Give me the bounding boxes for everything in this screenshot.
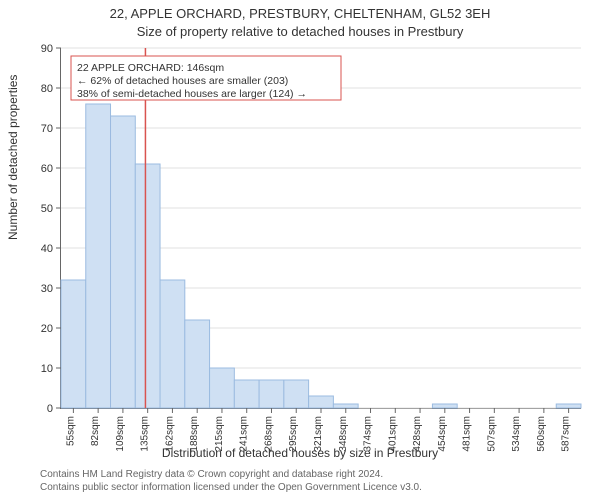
annotation-line3: 38% of semi-detached houses are larger (… bbox=[77, 88, 307, 100]
chart-address: 22, APPLE ORCHARD, PRESTBURY, CHELTENHAM… bbox=[0, 6, 600, 21]
bar bbox=[556, 404, 581, 408]
annotation-line2: ← 62% of detached houses are smaller (20… bbox=[77, 75, 288, 87]
bar bbox=[432, 404, 457, 408]
bar bbox=[111, 116, 136, 408]
svg-text:60: 60 bbox=[41, 163, 53, 175]
svg-text:20: 20 bbox=[41, 323, 53, 335]
svg-text:90: 90 bbox=[41, 43, 53, 55]
bar bbox=[284, 380, 309, 408]
bar bbox=[160, 280, 185, 408]
y-axis-label: Number of detached properties bbox=[6, 75, 20, 240]
bar bbox=[86, 104, 111, 408]
plot-area: 0102030405060708090 55sqm82sqm109sqm135s… bbox=[60, 48, 581, 409]
svg-text:50: 50 bbox=[41, 203, 53, 215]
credit-line1: Contains HM Land Registry data © Crown c… bbox=[40, 468, 580, 481]
bar bbox=[135, 164, 160, 408]
bar bbox=[309, 396, 334, 408]
bar bbox=[210, 368, 235, 408]
bar bbox=[185, 320, 210, 408]
svg-text:40: 40 bbox=[41, 243, 53, 255]
credits: Contains HM Land Registry data © Crown c… bbox=[40, 468, 580, 494]
svg-text:30: 30 bbox=[41, 283, 53, 295]
y-ticks: 0 10 20 30 40 50 60 70 80 90 bbox=[41, 43, 61, 415]
annotation-line1: 22 APPLE ORCHARD: 146sqm bbox=[77, 62, 224, 74]
svg-text:55sqm: 55sqm bbox=[65, 416, 76, 446]
svg-text:10: 10 bbox=[41, 363, 53, 375]
svg-text:70: 70 bbox=[41, 123, 53, 135]
chart-svg: 0102030405060708090 55sqm82sqm109sqm135s… bbox=[61, 48, 581, 408]
annotation-box: 22 APPLE ORCHARD: 146sqm ← 62% of detach… bbox=[71, 56, 341, 100]
bar bbox=[259, 380, 284, 408]
bar bbox=[61, 280, 86, 408]
svg-text:82sqm: 82sqm bbox=[90, 416, 101, 446]
histogram-bars bbox=[61, 104, 581, 408]
credit-line2: Contains public sector information licen… bbox=[40, 481, 580, 494]
x-axis-label: Distribution of detached houses by size … bbox=[0, 446, 600, 460]
svg-text:0: 0 bbox=[47, 403, 53, 415]
svg-text:80: 80 bbox=[41, 83, 53, 95]
chart-subtitle: Size of property relative to detached ho… bbox=[0, 24, 600, 39]
bar bbox=[333, 404, 358, 408]
bar bbox=[234, 380, 259, 408]
